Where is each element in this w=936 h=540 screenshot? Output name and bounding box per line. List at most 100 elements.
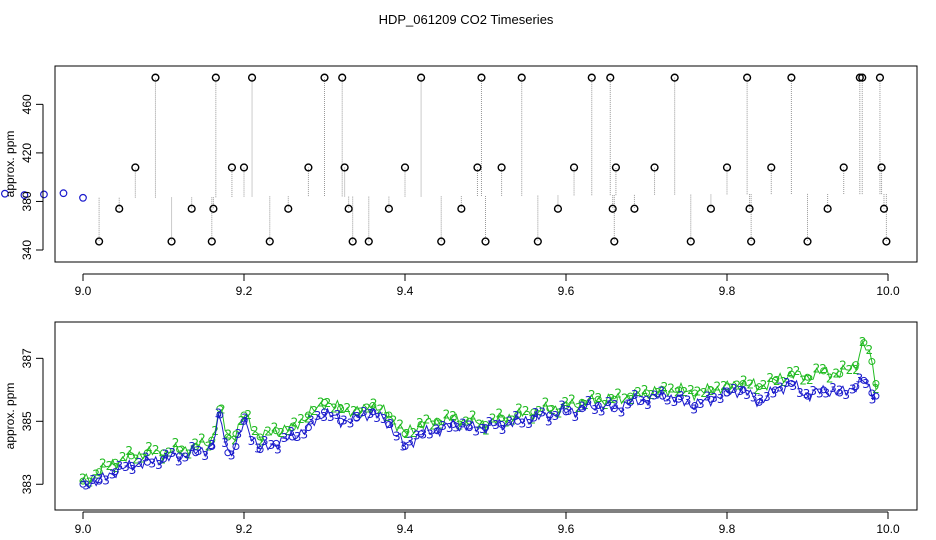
- series-3-point: [232, 442, 240, 450]
- series-3-marker: 3: [89, 473, 97, 487]
- series-3-point: [562, 408, 570, 416]
- series-2-marker: 2: [542, 395, 550, 409]
- series-2-marker: 2: [621, 392, 629, 406]
- series-3-marker: 3: [287, 425, 295, 439]
- outlier-point: [115, 204, 124, 213]
- series-3-marker: 3: [301, 427, 309, 441]
- series-3-marker: 3: [558, 399, 566, 413]
- outlier-point: [875, 73, 885, 82]
- series-3-marker: 3: [453, 421, 461, 435]
- series-2-point: [127, 452, 135, 460]
- series-3-marker: 3: [393, 430, 401, 444]
- outlier-point: [473, 163, 482, 172]
- series-2-marker: 2: [251, 424, 259, 438]
- series-3-marker: 3: [162, 448, 170, 462]
- series-2-point: [321, 398, 328, 406]
- series-2-marker: 2: [390, 413, 398, 427]
- series-3-marker: 3: [294, 430, 302, 444]
- series-2-marker: 2: [793, 364, 801, 378]
- series-3-point: [95, 477, 103, 485]
- outlier-point: [823, 204, 832, 213]
- series-2-marker: 2: [773, 374, 781, 388]
- series-2-point: [610, 395, 618, 403]
- series-3-marker: 3: [149, 457, 157, 471]
- series-2-marker: 2: [727, 381, 735, 395]
- top-y-tick-label: 460: [20, 94, 34, 114]
- series-2-point: [836, 370, 844, 378]
- series-2-marker: 2: [581, 398, 589, 412]
- series-2-marker: 2: [700, 386, 708, 400]
- baseline-point: [20, 191, 29, 199]
- series-3-marker: 3: [267, 438, 275, 452]
- series-2-marker: 2: [529, 412, 537, 426]
- series-3-marker: 3: [505, 415, 513, 429]
- series-2-marker: 2: [733, 379, 741, 393]
- baseline-point: [59, 189, 68, 198]
- series-2-marker: 2: [502, 415, 510, 429]
- baseline-point: [0, 189, 9, 198]
- series-3-marker: 3: [638, 394, 646, 408]
- series-2-point: [804, 373, 811, 381]
- series-2-marker: 2: [555, 406, 563, 420]
- outlier-point: [348, 237, 357, 246]
- outlier-point: [670, 73, 679, 82]
- outlier-point: [207, 237, 216, 246]
- series-2-point: [860, 339, 868, 347]
- series-3-marker: 3: [419, 428, 427, 442]
- series-2-marker: 2: [396, 418, 404, 432]
- series-2-marker: 2: [99, 456, 107, 470]
- series-2-marker: 2: [165, 446, 173, 460]
- outlier-point: [384, 204, 394, 213]
- series-2-marker: 2: [132, 452, 140, 466]
- series-3-marker: 3: [704, 390, 712, 404]
- series-2-point: [288, 424, 296, 432]
- bottom-y-tick-label: 385: [20, 411, 34, 431]
- series-2-marker: 2: [813, 361, 821, 375]
- outlier-point: [437, 237, 446, 246]
- series-3-marker: 3: [657, 384, 665, 398]
- series-3-point: [530, 414, 538, 422]
- top-x-tick-label: 9.6: [558, 284, 575, 298]
- series-3-marker: 3: [281, 431, 289, 445]
- series-3-marker: 3: [116, 459, 124, 473]
- series-2-marker: 2: [225, 428, 233, 442]
- series-3-marker: 3: [386, 417, 394, 431]
- outlier-point: [211, 73, 220, 82]
- outlier-point: [767, 163, 776, 172]
- series-3-marker: 3: [671, 395, 679, 409]
- series-3-marker: 3: [842, 388, 850, 402]
- series-2-marker: 2: [337, 402, 345, 416]
- series-2-point: [143, 449, 151, 457]
- series-3-point: [594, 402, 602, 410]
- series-3-marker: 3: [129, 463, 137, 477]
- series-3-marker: 3: [400, 439, 408, 453]
- series-3-point: [272, 439, 280, 447]
- series-2-marker: 2: [839, 358, 847, 372]
- outlier-point: [686, 237, 695, 246]
- series-3-marker: 3: [472, 425, 480, 439]
- top-panel-x-axis: 9.0 9.2 9.4 9.6 9.8 10.0: [75, 273, 900, 298]
- outlier-point: [608, 204, 617, 213]
- series-2-point: [868, 357, 876, 365]
- series-2-point: [707, 386, 715, 394]
- series-3-marker: 3: [763, 390, 771, 404]
- baseline-point: [79, 193, 87, 202]
- outlier-point: [304, 163, 313, 172]
- outlier-point: [227, 163, 237, 172]
- series-3-marker: 3: [750, 390, 758, 404]
- series-3-point: [240, 417, 248, 425]
- series-2-marker: 2: [416, 416, 424, 430]
- series-3-point: [127, 461, 135, 469]
- series-2-marker: 2: [495, 406, 503, 420]
- top-y-tick-label: 420: [20, 143, 34, 163]
- outlier-point: [630, 204, 639, 213]
- bottom-x-tick-label: 9.8: [719, 522, 736, 536]
- series-2-marker: 2: [158, 453, 166, 467]
- series-3-marker: 3: [730, 382, 738, 396]
- series-3-marker: 3: [135, 456, 143, 470]
- series-2-marker: 2: [489, 411, 497, 425]
- bottom-x-tick-label: 9.4: [397, 522, 414, 536]
- outlier-point: [650, 163, 659, 172]
- bottom-panel-y-axis: 383 385 387: [20, 348, 44, 494]
- series-3-marker: 3: [314, 409, 322, 423]
